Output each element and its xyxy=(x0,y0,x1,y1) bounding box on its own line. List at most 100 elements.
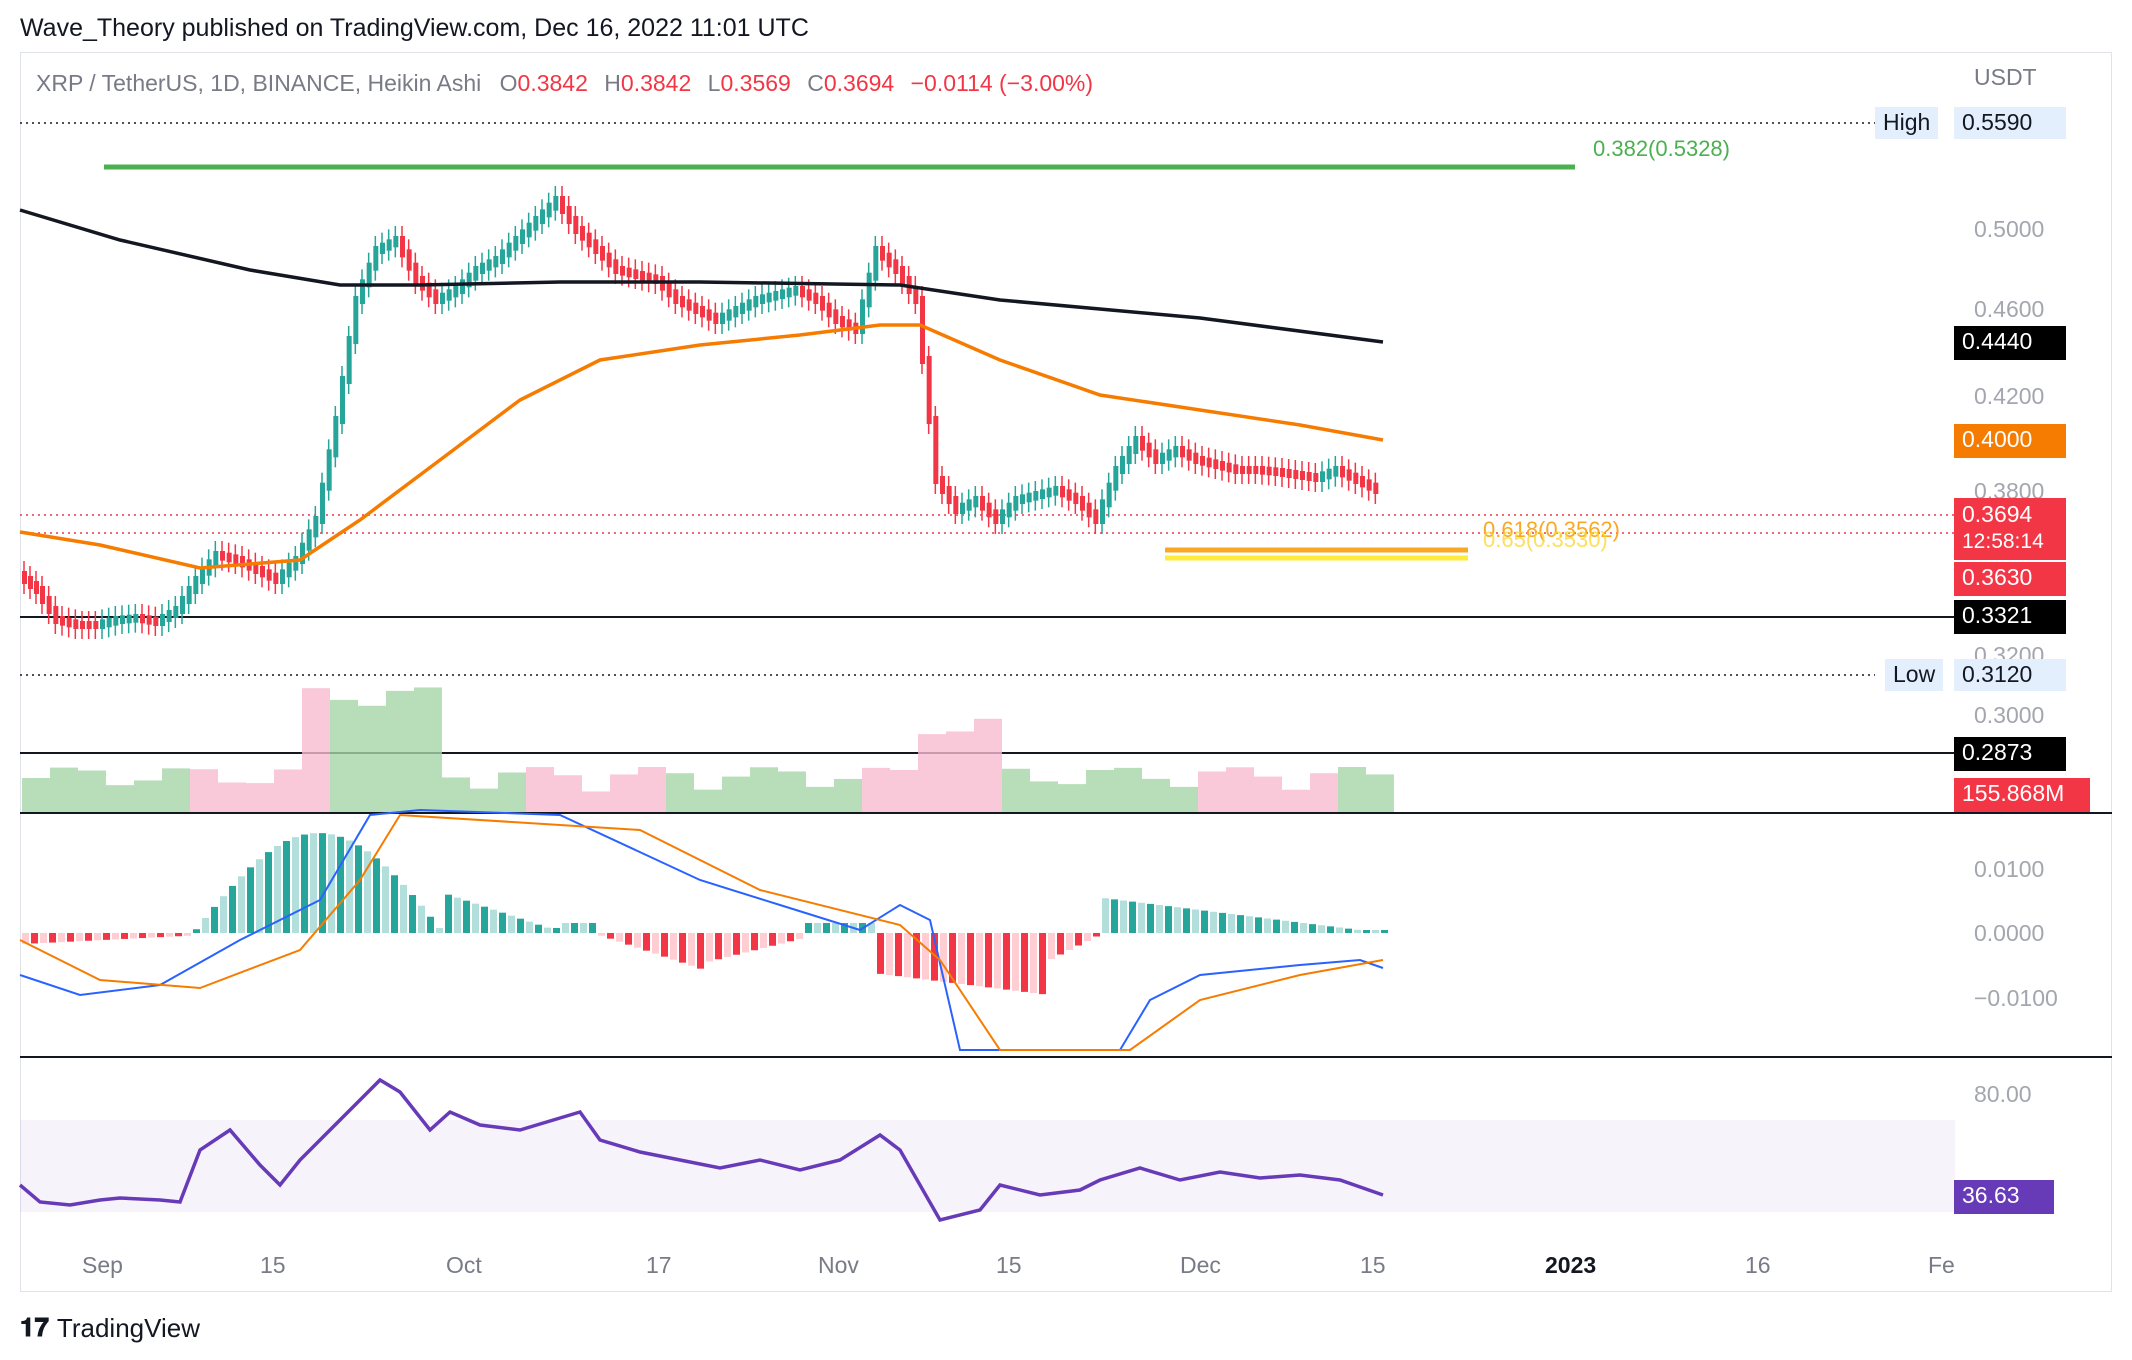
candle-body xyxy=(300,542,305,564)
macd-bar xyxy=(535,924,542,933)
macd-bar xyxy=(1201,910,1208,933)
macd-bar xyxy=(1381,930,1388,933)
candle-body xyxy=(1140,436,1145,451)
candle-body xyxy=(293,556,299,571)
candle-body xyxy=(846,319,852,331)
candle-body xyxy=(1320,471,1325,482)
candle-body xyxy=(1060,486,1065,498)
chart-frame[interactable] xyxy=(20,52,2112,1292)
macd-bar xyxy=(1309,924,1316,933)
price-tick-0: 0.5000 xyxy=(1974,216,2045,242)
macd-bar xyxy=(364,851,371,933)
fib-382-label: 0.382(0.5328) xyxy=(1593,136,1730,161)
macd-bar xyxy=(1138,902,1145,933)
candle-body xyxy=(22,571,27,584)
time-label-oct: Oct xyxy=(446,1252,482,1278)
macd-bar xyxy=(1003,933,1010,990)
macd-bar xyxy=(157,933,164,938)
candle-body xyxy=(1180,446,1185,458)
candle-body xyxy=(200,567,205,584)
macd-bar xyxy=(1165,906,1172,933)
macd-bar xyxy=(1048,933,1055,959)
macd-bar xyxy=(526,921,533,933)
candle-body xyxy=(1040,489,1045,499)
candle-body xyxy=(133,614,139,623)
candle-body xyxy=(400,236,405,258)
open-value: 0.3842 xyxy=(517,70,588,96)
volume-block xyxy=(666,773,694,812)
macd-bar xyxy=(931,933,938,981)
volume-area xyxy=(22,687,1394,812)
candle-body xyxy=(1373,482,1379,494)
macd-bar xyxy=(616,933,623,942)
macd-bar xyxy=(643,933,650,951)
volume-block xyxy=(1366,774,1394,812)
candle-body xyxy=(706,309,712,321)
candle-body xyxy=(193,576,199,594)
low-tag-value: 0.3120 xyxy=(1954,659,2066,691)
candle-body xyxy=(1066,489,1072,501)
volume-block xyxy=(610,774,638,812)
candle-body xyxy=(1153,449,1159,464)
macd-bar xyxy=(751,933,758,951)
candle-body xyxy=(1080,496,1085,511)
candle-body xyxy=(280,569,285,584)
candle-body xyxy=(606,252,612,268)
candle-body xyxy=(93,621,99,629)
macd-bar xyxy=(868,923,875,933)
macd-bar xyxy=(229,885,236,933)
countdown-value: 12:58:14 xyxy=(1962,530,2044,553)
candle-body xyxy=(953,496,959,514)
candle-body xyxy=(353,296,359,344)
macd-bar xyxy=(742,933,749,953)
macd-bar xyxy=(877,933,884,974)
macd-bar xyxy=(922,933,929,980)
candle-body xyxy=(1240,466,1245,474)
candle-body xyxy=(633,269,639,279)
candle-body xyxy=(553,196,559,211)
macd-bar xyxy=(265,852,272,933)
candle-body xyxy=(1186,449,1192,461)
candle-body xyxy=(1146,442,1152,458)
volume-block xyxy=(946,731,974,812)
candle-body xyxy=(34,581,39,594)
macd-bar xyxy=(1174,907,1181,933)
candle-body xyxy=(386,239,392,251)
volume-block xyxy=(50,767,78,812)
macd-bar xyxy=(895,933,902,977)
macd-bar xyxy=(652,933,659,954)
candle-body xyxy=(666,282,672,298)
candle-body xyxy=(466,272,472,288)
candle-body xyxy=(326,449,332,491)
candle-body xyxy=(986,502,992,518)
macd-bar xyxy=(1057,933,1064,955)
volume-block xyxy=(806,786,834,812)
macd-bar xyxy=(148,933,155,938)
candle-body xyxy=(960,502,965,514)
macd-bar xyxy=(418,905,425,933)
candle-body xyxy=(1006,502,1012,518)
volume-block xyxy=(834,778,862,812)
candle-body xyxy=(813,292,819,304)
macd-bar xyxy=(211,906,218,933)
candle-body xyxy=(146,615,152,625)
candle-body xyxy=(1026,492,1032,503)
candle-body xyxy=(100,619,105,629)
macd-bar xyxy=(1210,911,1217,933)
macd-bar xyxy=(391,875,398,933)
candle-body xyxy=(1226,462,1232,473)
macd-bar xyxy=(355,845,362,933)
fib-65-label: 0.65(0.3530) xyxy=(1483,527,1608,552)
candle-body xyxy=(533,216,539,231)
candle-body xyxy=(313,516,319,538)
tradingview-footer[interactable]: 𝟏𝟕 TradingView xyxy=(20,1312,200,1344)
volume-block xyxy=(274,769,302,812)
macd-bar xyxy=(85,933,92,941)
candle-body xyxy=(700,306,705,318)
candle-body xyxy=(766,292,772,303)
macd-bar xyxy=(184,933,191,936)
macd-bar xyxy=(1156,905,1163,933)
macd-tick-1: 0.0000 xyxy=(1974,920,2045,946)
candle-body xyxy=(806,289,812,301)
